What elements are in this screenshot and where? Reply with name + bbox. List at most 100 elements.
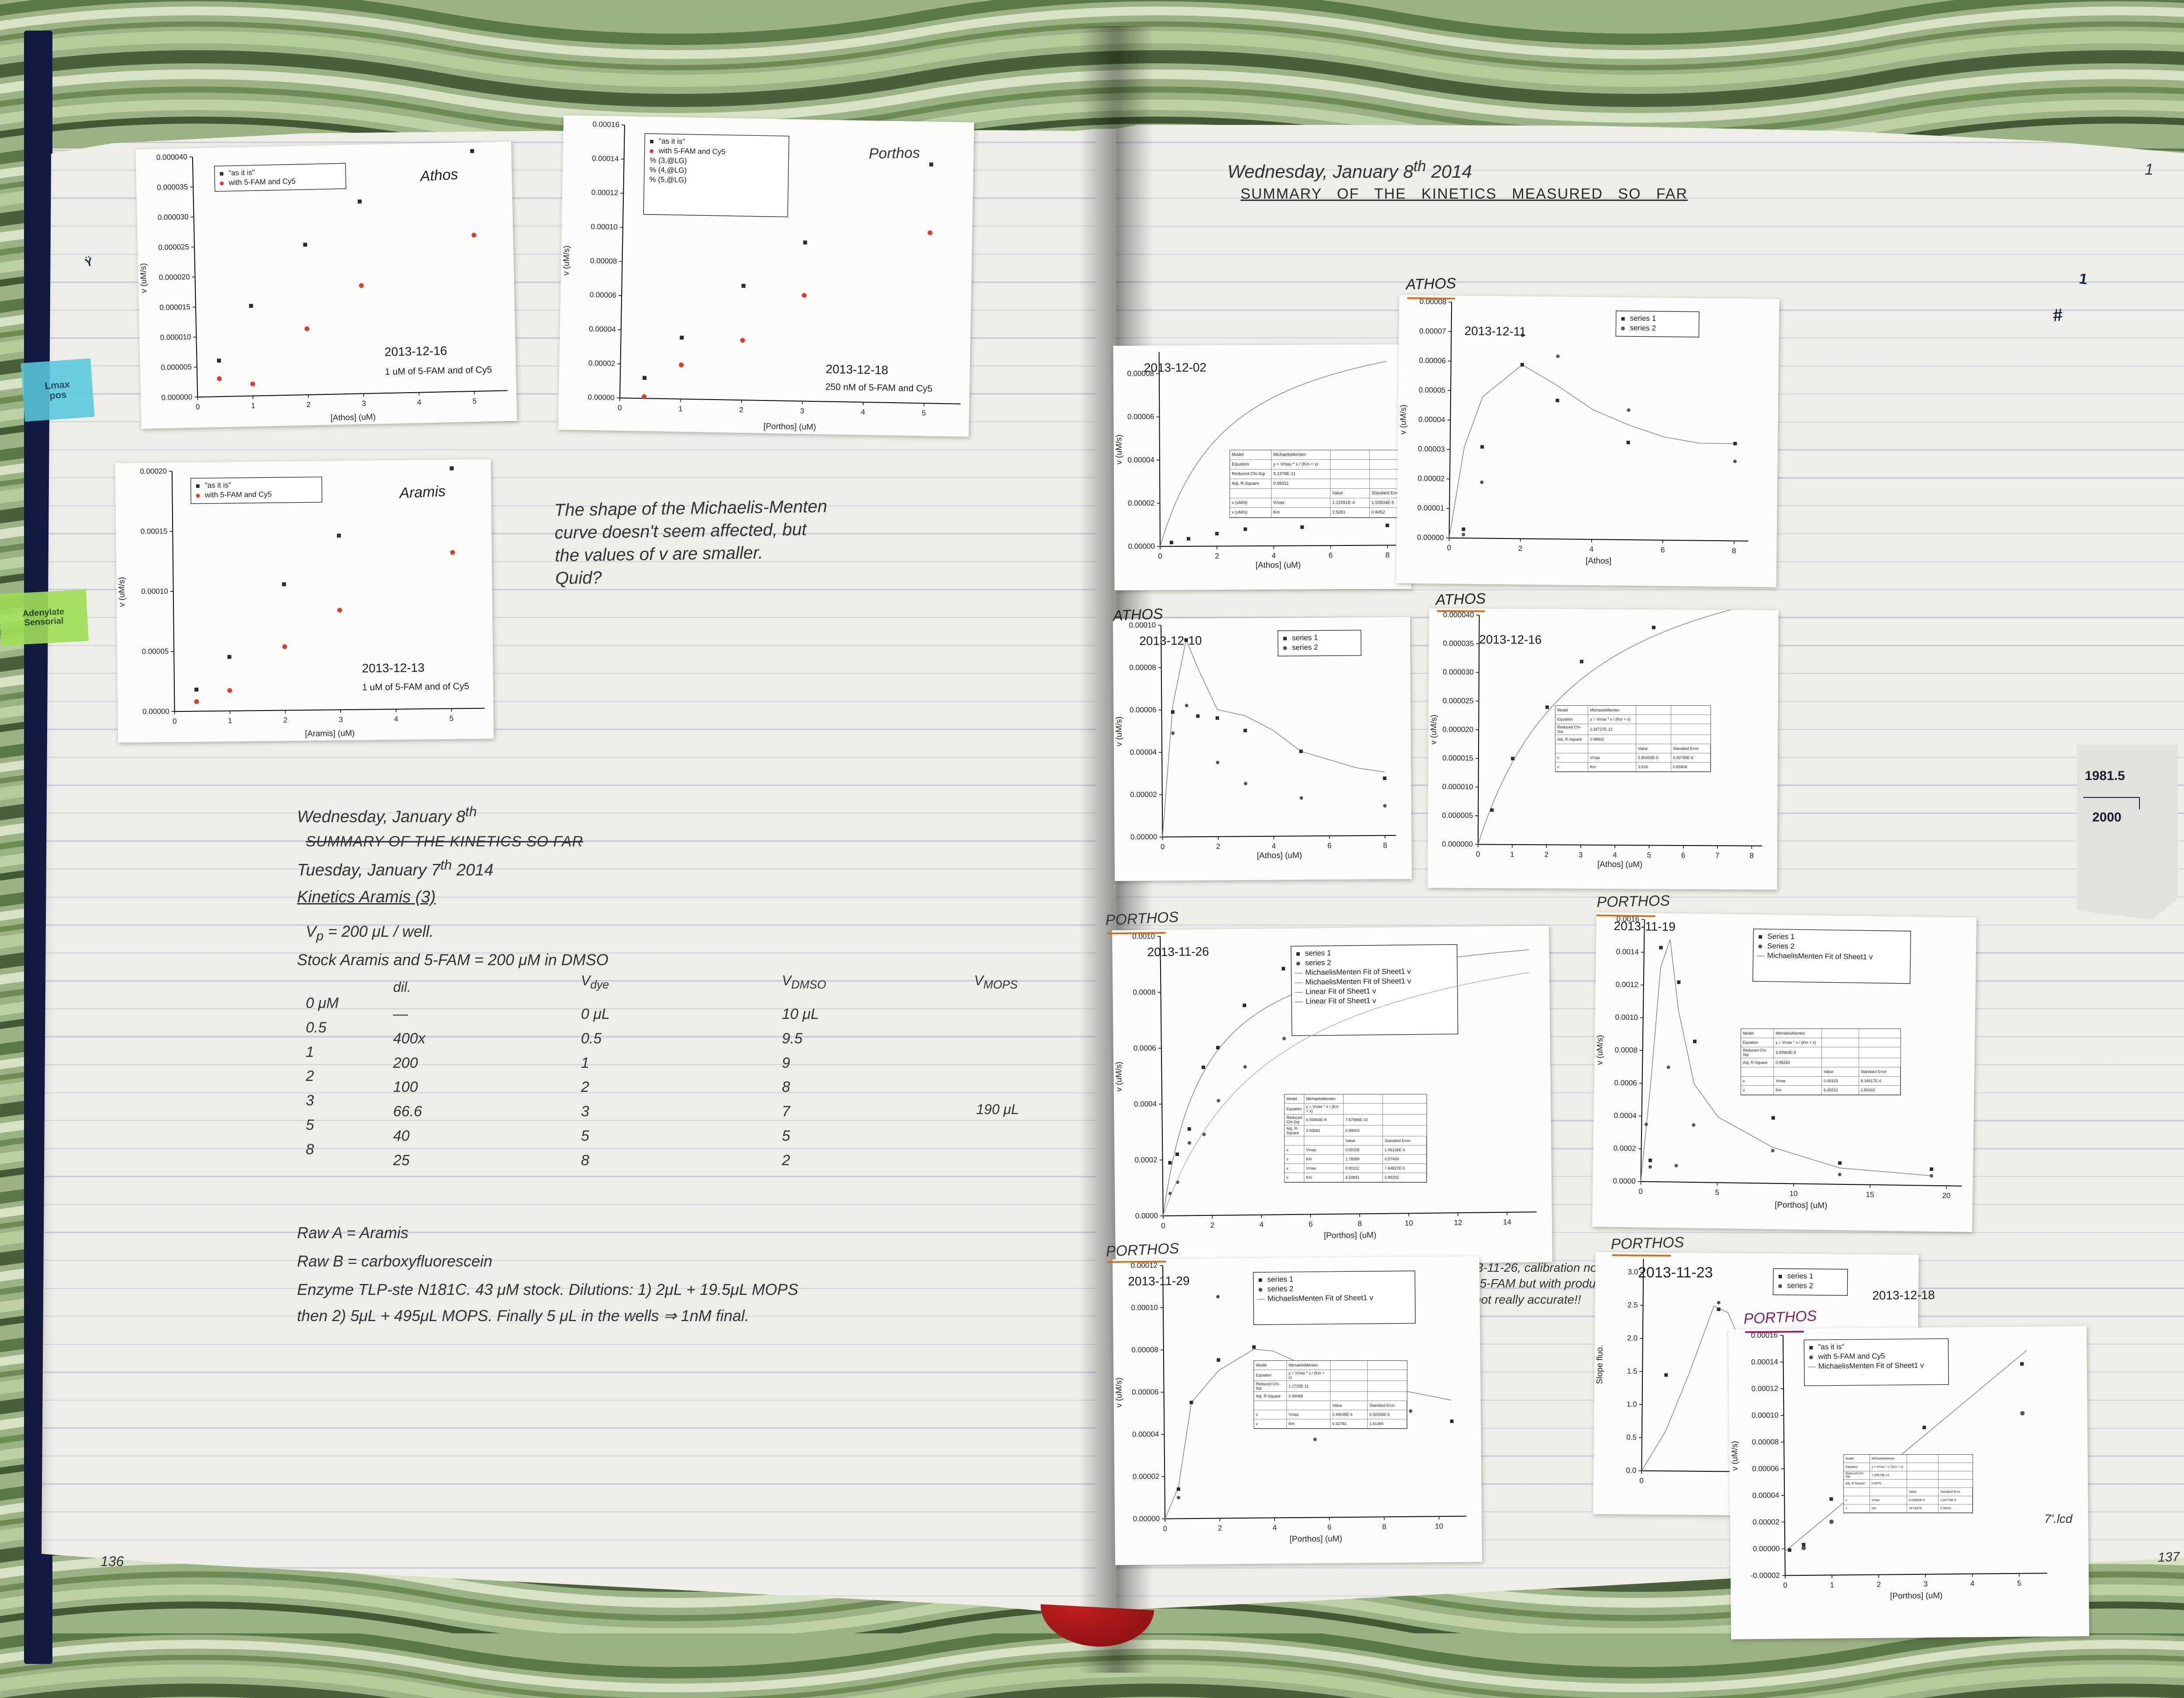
svg-text:0.00003: 0.00003: [1418, 445, 1445, 453]
svg-text:4: 4: [394, 715, 398, 723]
svg-text:0.0004: 0.0004: [1614, 1111, 1636, 1120]
svg-text:0.00000: 0.00000: [1753, 1544, 1780, 1553]
svg-text:1: 1: [1830, 1581, 1834, 1589]
svg-text:Series 1: Series 1: [1767, 932, 1795, 941]
svg-text:v (uM/s): v (uM/s): [1114, 1062, 1124, 1092]
svg-text:Slope fluo.: Slope fluo.: [1595, 1345, 1605, 1384]
svg-text:0.00005: 0.00005: [142, 647, 169, 656]
svg-text:0.0000: 0.0000: [1135, 1211, 1158, 1220]
svg-text:6: 6: [1661, 546, 1665, 554]
svg-text:0.00014: 0.00014: [592, 154, 619, 163]
svg-text:8: 8: [1386, 551, 1390, 559]
svg-text:0.000030: 0.000030: [158, 213, 189, 221]
svg-text:0.00000: 0.00000: [142, 707, 169, 716]
svg-text:0: 0: [618, 404, 622, 412]
svg-text:0.0006: 0.0006: [1133, 1044, 1156, 1053]
svg-text:0.00008: 0.00008: [1129, 663, 1156, 672]
svg-text:0.000030: 0.000030: [1443, 668, 1474, 676]
svg-text:0.00008: 0.00008: [1131, 1346, 1158, 1354]
svg-text:Linear Fit of Sheet1 v: Linear Fit of Sheet1 v: [1306, 997, 1376, 1006]
svg-text:0.00006: 0.00006: [1127, 413, 1154, 421]
svg-text:[Athos] (uM): [Athos] (uM): [1257, 851, 1302, 860]
svg-text:0: 0: [1783, 1581, 1787, 1589]
svg-text:0.0014: 0.0014: [1616, 948, 1639, 956]
svg-text:[Aramis] (uM): [Aramis] (uM): [305, 729, 355, 739]
svg-text:0.0006: 0.0006: [1614, 1079, 1637, 1087]
svg-text:1.0: 1.0: [1627, 1400, 1637, 1408]
svg-text:0.000020: 0.000020: [1442, 725, 1473, 734]
svg-text:2.5: 2.5: [1628, 1301, 1638, 1309]
svg-text:6: 6: [1327, 842, 1332, 850]
svg-text:0.0000: 0.0000: [1613, 1177, 1635, 1186]
svg-text:0.0012: 0.0012: [1616, 980, 1638, 989]
svg-text:[Athos] (uM): [Athos] (uM): [1597, 860, 1643, 870]
svg-text:0: 0: [173, 717, 177, 725]
svg-text:5: 5: [449, 714, 454, 722]
svg-text:2: 2: [1518, 544, 1523, 552]
svg-text:MichaelisMenten Fit of Sheet1: MichaelisMenten Fit of Sheet1 v: [1818, 1361, 1925, 1370]
svg-text:8: 8: [1383, 841, 1387, 849]
svg-text:series 1: series 1: [1267, 1275, 1293, 1284]
svg-text:0.00005: 0.00005: [1419, 386, 1446, 394]
svg-text:[Porthos] (uM): [Porthos] (uM): [1324, 1231, 1377, 1240]
svg-text:0.00002: 0.00002: [1418, 474, 1445, 483]
svg-text:12: 12: [1454, 1218, 1462, 1227]
svg-text:6: 6: [1681, 851, 1686, 859]
svg-text:[Athos]: [Athos]: [1586, 556, 1611, 566]
svg-text:0.00012: 0.00012: [1752, 1384, 1779, 1393]
svg-text:series 1: series 1: [1305, 949, 1331, 958]
svg-text:5: 5: [1647, 851, 1652, 859]
svg-text:1: 1: [228, 717, 232, 725]
svg-text:8: 8: [1382, 1522, 1386, 1531]
svg-text:"as it is": "as it is": [1818, 1343, 1844, 1351]
svg-text:0.00008: 0.00008: [1752, 1438, 1779, 1446]
svg-text:0.000000: 0.000000: [161, 393, 192, 401]
svg-text:0.00007: 0.00007: [1419, 327, 1446, 335]
svg-text:0.0008: 0.0008: [1133, 988, 1155, 997]
svg-text:4: 4: [1272, 552, 1276, 560]
svg-text:0.000025: 0.000025: [1443, 697, 1474, 705]
svg-text:0.5: 0.5: [1626, 1433, 1637, 1442]
svg-text:series 2: series 2: [1305, 959, 1331, 967]
svg-text:0: 0: [196, 403, 200, 411]
svg-text:[Athos] (uM): [Athos] (uM): [330, 413, 376, 423]
svg-text:7: 7: [1715, 851, 1720, 859]
svg-text:0: 0: [1158, 552, 1162, 560]
svg-text:0.00002: 0.00002: [1130, 790, 1157, 799]
svg-text:2: 2: [1215, 552, 1219, 560]
svg-text:0.00006: 0.00006: [1130, 706, 1157, 714]
svg-text:6: 6: [1309, 1220, 1313, 1228]
svg-text:0.000005: 0.000005: [161, 363, 192, 372]
svg-text:0.00000: 0.00000: [1133, 1515, 1160, 1523]
svg-text:1: 1: [678, 405, 683, 413]
svg-text:0.00001: 0.00001: [1417, 504, 1444, 512]
svg-text:4: 4: [1272, 1523, 1277, 1532]
svg-text:0: 0: [1161, 843, 1165, 851]
svg-text:0.00002: 0.00002: [1128, 499, 1155, 507]
svg-text:0.00002: 0.00002: [588, 359, 615, 368]
svg-text:0.00000: 0.00000: [587, 393, 615, 402]
svg-text:0.00012: 0.00012: [591, 188, 619, 197]
svg-text:5: 5: [1715, 1188, 1719, 1197]
svg-text:0: 0: [1161, 1222, 1165, 1230]
svg-text:0.000025: 0.000025: [158, 243, 189, 252]
svg-text:1: 1: [1510, 850, 1514, 859]
svg-text:[Athos] (uM): [Athos] (uM): [1255, 561, 1301, 570]
svg-text:MichaelisMenten Fit of Sheet1: MichaelisMenten Fit of Sheet1 v: [1268, 1294, 1374, 1303]
svg-text:MichaelisMenten Fit of Sheet1: MichaelisMenten Fit of Sheet1 v: [1305, 967, 1411, 977]
svg-text:% (4,@LG): % (4,@LG): [650, 166, 687, 174]
svg-text:0.000035: 0.000035: [157, 183, 188, 191]
svg-text:4: 4: [1272, 842, 1276, 850]
svg-text:4: 4: [1259, 1221, 1264, 1229]
svg-text:Series 2: Series 2: [1767, 942, 1795, 950]
svg-text:0.00000: 0.00000: [1130, 833, 1158, 841]
svg-text:2.0: 2.0: [1627, 1334, 1638, 1342]
svg-text:MichaelisMenten Fit of Sheet1: MichaelisMenten Fit of Sheet1 v: [1305, 977, 1411, 987]
svg-text:2: 2: [1216, 842, 1220, 851]
svg-text:0.000015: 0.000015: [1442, 754, 1473, 762]
svg-text:3.0: 3.0: [1628, 1268, 1638, 1276]
svg-text:0.00020: 0.00020: [140, 467, 167, 476]
svg-text:0.00016: 0.00016: [592, 120, 619, 129]
svg-text:v (uM/s): v (uM/s): [1399, 404, 1408, 435]
svg-text:14: 14: [1503, 1218, 1511, 1226]
